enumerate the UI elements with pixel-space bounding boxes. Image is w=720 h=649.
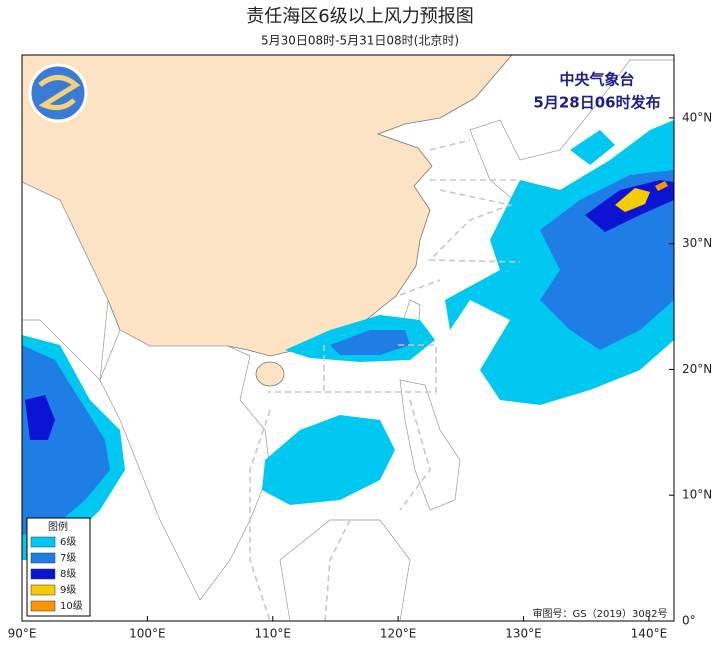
wind-area <box>330 330 410 355</box>
lat-tick-label: 30°N <box>682 236 712 250</box>
boundary-line <box>249 139 521 621</box>
legend-label: 10级 <box>60 600 83 612</box>
lon-tick-label: 140°E <box>631 627 668 641</box>
legend-label: 9级 <box>60 584 76 596</box>
legend-swatch <box>30 536 56 548</box>
lat-tick-label: 0° <box>682 614 696 628</box>
lon-tick-label: 100°E <box>129 627 166 641</box>
philippines <box>399 379 461 511</box>
lat-tick-label: 40°N <box>682 110 712 124</box>
hainan <box>255 361 285 387</box>
legend-label: 7级 <box>60 552 76 564</box>
map-frame <box>21 54 675 622</box>
wind-area <box>25 395 55 440</box>
indochina <box>99 329 271 601</box>
legend-swatch <box>30 600 56 612</box>
lat-tick-label: 20°N <box>682 362 712 376</box>
subtitle: 5月30日08时-5月31日08时(北京时) <box>261 34 459 48</box>
legend-swatch <box>30 584 56 596</box>
legend-title: 图例 <box>48 520 68 533</box>
title: 责任海区6级以上风力预报图 <box>246 6 473 27</box>
wind-area <box>540 170 674 350</box>
logo <box>28 63 88 123</box>
lat-tick-label: 10°N <box>682 488 712 502</box>
lon-tick-label: 90°E <box>8 627 37 641</box>
map <box>22 55 674 621</box>
wind-area <box>615 188 650 212</box>
wind-area <box>22 345 110 535</box>
publisher-name: 中央气象台 <box>559 71 634 89</box>
wind-areas <box>22 120 674 560</box>
legend: 图例 6级 7级 8级 9级 10级 <box>26 517 91 617</box>
issued-time: 5月28日06时发布 <box>533 94 660 112</box>
borneo <box>279 519 411 621</box>
legend-swatch <box>30 552 56 564</box>
wind-area <box>262 415 395 505</box>
lon-tick-label: 120°E <box>380 627 417 641</box>
wind-area <box>570 130 615 165</box>
wind-area <box>655 181 668 191</box>
legend-label: 6级 <box>60 536 76 548</box>
lon-tick-label: 130°E <box>505 627 542 641</box>
india <box>22 181 109 381</box>
approval-number: 审图号：GS（2019）3082号 <box>533 607 668 620</box>
legend-swatch <box>30 568 56 580</box>
legend-label: 8级 <box>60 568 76 580</box>
lon-tick-label: 110°E <box>255 627 292 641</box>
legend-box <box>26 517 91 617</box>
